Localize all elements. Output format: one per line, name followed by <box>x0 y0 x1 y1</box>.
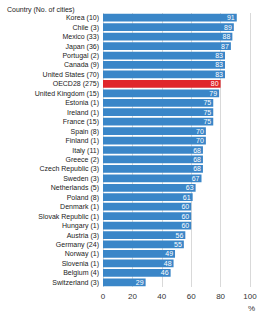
svg-text:75: 75 <box>203 99 211 106</box>
svg-text:88: 88 <box>223 33 231 40</box>
svg-text:Hungary (1): Hungary (1) <box>62 222 99 230</box>
svg-text:79: 79 <box>209 90 217 97</box>
svg-text:60: 60 <box>181 203 189 210</box>
svg-text:Netherlands (5): Netherlands (5) <box>51 184 99 192</box>
svg-text:61: 61 <box>183 194 191 201</box>
svg-text:87: 87 <box>221 43 229 50</box>
svg-text:80: 80 <box>216 292 225 301</box>
svg-text:100: 100 <box>243 292 257 301</box>
svg-text:63: 63 <box>186 184 194 191</box>
svg-text:France (15): France (15) <box>63 118 99 126</box>
svg-text:United States (70): United States (70) <box>43 71 99 79</box>
svg-text:20: 20 <box>128 292 137 301</box>
svg-text:67: 67 <box>192 175 200 182</box>
svg-text:Czech Republic (3): Czech Republic (3) <box>39 165 99 173</box>
svg-text:83: 83 <box>215 71 223 78</box>
svg-text:Korea (10): Korea (10) <box>66 14 99 22</box>
svg-text:Denmark (1): Denmark (1) <box>60 203 99 211</box>
svg-text:68: 68 <box>193 147 201 154</box>
svg-text:Norway (1): Norway (1) <box>65 250 99 258</box>
svg-text:United Kingdom (15): United Kingdom (15) <box>35 90 99 98</box>
svg-text:29: 29 <box>136 279 144 286</box>
svg-text:80: 80 <box>211 80 219 87</box>
svg-text:Belgium (4): Belgium (4) <box>63 269 99 277</box>
svg-text:Chile (3): Chile (3) <box>73 24 99 32</box>
svg-text:Sweden (3): Sweden (3) <box>63 175 99 183</box>
svg-text:Finland (1): Finland (1) <box>66 137 99 145</box>
svg-text:70: 70 <box>196 128 204 135</box>
svg-text:68: 68 <box>193 156 201 163</box>
svg-text:0: 0 <box>101 292 106 301</box>
svg-text:48: 48 <box>164 260 172 267</box>
svg-text:56: 56 <box>176 232 184 239</box>
svg-text:68: 68 <box>193 165 201 172</box>
svg-text:Poland (8): Poland (8) <box>67 194 99 202</box>
svg-text:49: 49 <box>165 250 173 257</box>
svg-text:Portugal (2): Portugal (2) <box>62 52 99 60</box>
svg-text:Japan (36): Japan (36) <box>66 43 99 51</box>
svg-text:55: 55 <box>174 241 182 248</box>
svg-text:Greece (2): Greece (2) <box>66 156 99 164</box>
svg-text:60: 60 <box>187 292 196 301</box>
svg-text:OECD28 (275): OECD28 (275) <box>53 80 99 88</box>
svg-text:Italy (11): Italy (11) <box>72 147 99 155</box>
svg-text:Slovak Republic (1): Slovak Republic (1) <box>38 213 99 221</box>
svg-text:83: 83 <box>215 52 223 59</box>
svg-text:%: % <box>248 304 255 313</box>
svg-text:83: 83 <box>215 61 223 68</box>
svg-text:Switzerland (3): Switzerland (3) <box>52 279 99 287</box>
svg-text:89: 89 <box>224 24 232 31</box>
svg-text:91: 91 <box>227 14 235 21</box>
svg-text:70: 70 <box>196 137 204 144</box>
svg-text:Mexico (33): Mexico (33) <box>62 33 99 41</box>
svg-text:Slovenia (1): Slovenia (1) <box>62 260 99 268</box>
svg-text:75: 75 <box>203 109 211 116</box>
svg-text:Estonia (1): Estonia (1) <box>65 99 99 107</box>
svg-text:60: 60 <box>181 213 189 220</box>
svg-text:Spain (8): Spain (8) <box>71 128 99 136</box>
svg-text:Austria (3): Austria (3) <box>67 232 99 240</box>
svg-text:60: 60 <box>181 222 189 229</box>
svg-text:46: 46 <box>161 269 169 276</box>
svg-text:40: 40 <box>157 292 166 301</box>
svg-text:Canada (9): Canada (9) <box>64 61 99 69</box>
svg-text:75: 75 <box>203 118 211 125</box>
svg-text:Ireland (1): Ireland (1) <box>67 109 99 117</box>
svg-text:Germany (24): Germany (24) <box>56 241 99 249</box>
svg-text:Country (No. of cities): Country (No. of cities) <box>7 6 75 14</box>
